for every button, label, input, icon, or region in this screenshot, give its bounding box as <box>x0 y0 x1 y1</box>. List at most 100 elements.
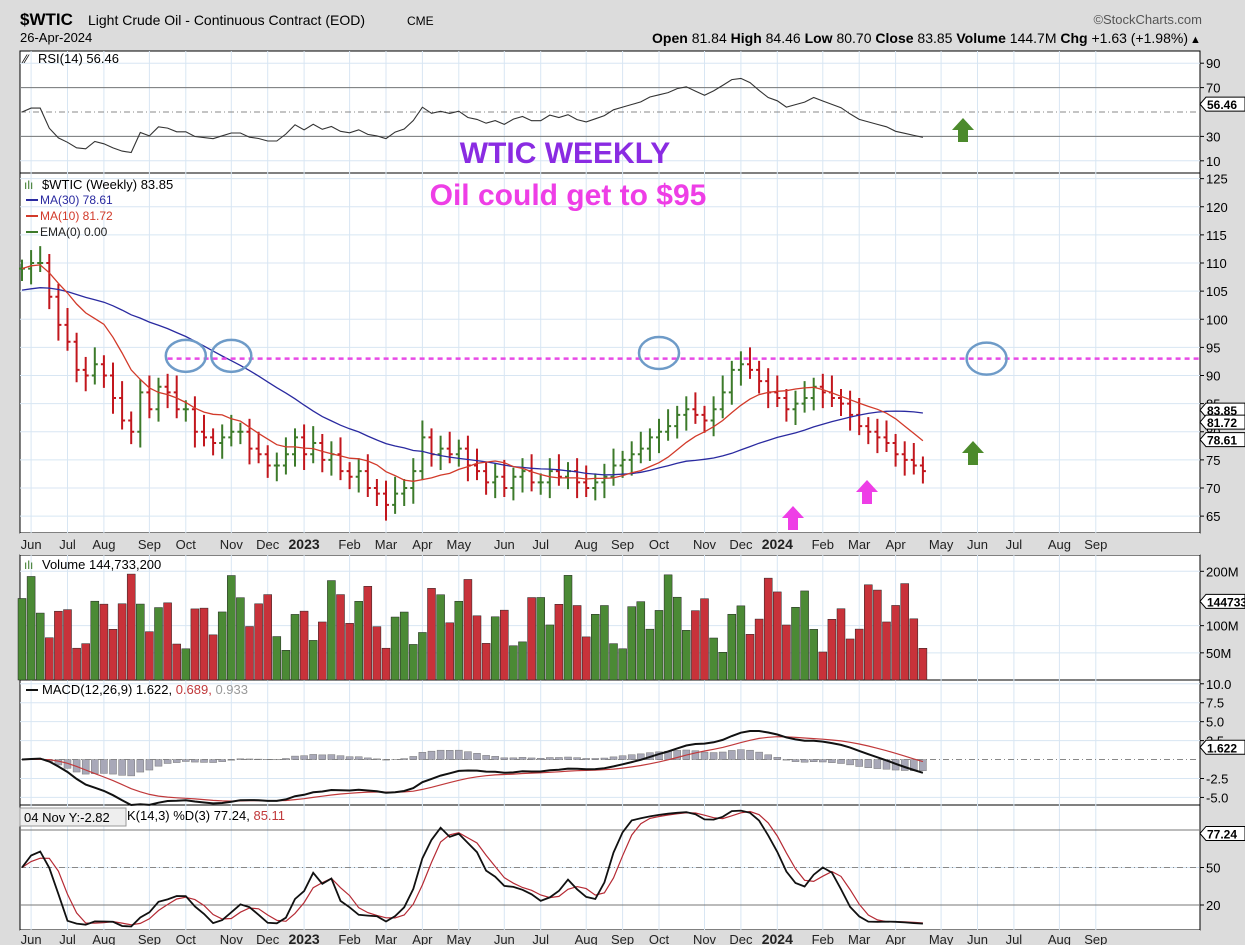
date-axis-label: Jul <box>532 537 549 552</box>
volume-bar <box>563 575 573 681</box>
volume-bar <box>290 614 300 681</box>
ema-legend: EMA(0) 0.00 <box>40 225 108 239</box>
volume-bar <box>245 626 254 681</box>
green-up-arrow-icon <box>952 118 974 142</box>
price-axis-tick-label: 95 <box>1206 340 1220 355</box>
symbol-label: $WTIC <box>20 10 73 29</box>
macd-histogram-bar <box>418 752 427 760</box>
macd-histogram-bar <box>309 754 317 760</box>
date-axis-label: Aug <box>575 932 598 945</box>
macd-histogram-bar <box>491 756 499 760</box>
date-axis-label: Feb <box>338 932 360 945</box>
volume-bar <box>691 610 700 681</box>
macd-histogram-bar <box>445 750 454 760</box>
date-axis-label: Dec <box>256 932 280 945</box>
macd-current-label-box <box>1199 739 1245 755</box>
ma30-line <box>21 287 923 476</box>
macd-histogram-bar <box>227 759 236 761</box>
date-axis-label: Feb <box>812 932 834 945</box>
volume-bar <box>554 604 564 681</box>
macd-histogram-bar <box>336 755 345 760</box>
date-axis-label: Sep <box>611 932 634 945</box>
date-axis-label: May <box>929 932 954 945</box>
volume-current-label: 144733200 <box>1207 595 1245 609</box>
date-axis-label: Jun <box>967 537 988 552</box>
volume-bar <box>63 609 72 681</box>
date-axis-label: Sep <box>1084 537 1107 552</box>
rsi-axis-tick-label: 70 <box>1206 81 1220 96</box>
volume-legend-icon: ılı <box>24 558 33 572</box>
date-axis-label: Jul <box>59 537 76 552</box>
macd-histogram-bar <box>691 750 700 760</box>
macd-histogram-bar <box>900 759 909 771</box>
date-axis-label: Sep <box>138 537 161 552</box>
instrument-name: Light Crude Oil - Continuous Contract (E… <box>88 12 365 28</box>
volume-bar <box>217 611 227 681</box>
macd-histogram-bar <box>855 759 863 767</box>
volume-bar <box>536 597 545 681</box>
up-triangle-icon: ▲ <box>1190 34 1201 46</box>
chart-header: $WTIC Light Crude Oil - Continuous Contr… <box>20 10 1202 46</box>
volume-bar <box>809 629 818 681</box>
macd-histogram-bar <box>509 757 518 760</box>
macd-histogram-bar <box>473 753 481 760</box>
date-axis-label: May <box>447 537 472 552</box>
volume-bar <box>763 577 773 681</box>
macd-axis-tick-label: 10.0 <box>1206 677 1231 692</box>
date-axis-label: Jun <box>967 932 988 945</box>
date-axis-label: Jul <box>532 932 549 945</box>
macd-histogram-bar <box>400 758 408 760</box>
macd-histogram-bar <box>282 758 290 760</box>
price-axis-tick-label: 115 <box>1206 228 1227 243</box>
macd-histogram-bar <box>609 756 618 760</box>
macd-histogram-bar <box>136 759 145 773</box>
volume-bar <box>445 622 454 681</box>
volume-bar <box>54 610 63 681</box>
volume-bar <box>581 636 591 681</box>
volume-bar <box>663 574 673 681</box>
volume-bar <box>600 605 609 681</box>
date-axis-label: Aug <box>575 537 598 552</box>
macd-histogram-bar <box>627 754 636 760</box>
rsi-current-label-box <box>1199 96 1245 112</box>
date-axis-label: Jul <box>59 932 76 945</box>
date-axis-label: Jun <box>21 932 42 945</box>
date-axis-label: 2024 <box>762 931 793 945</box>
volume-bar <box>208 634 218 681</box>
macd-histogram-bar <box>518 757 527 760</box>
volume-bar <box>609 643 618 681</box>
price-current-label-box <box>1199 414 1245 430</box>
date-axis-strip <box>20 533 1200 555</box>
volume-bar <box>381 647 391 681</box>
date-axis-label: Jun <box>494 537 515 552</box>
macd-histogram-bar <box>318 754 327 760</box>
macd-histogram-bar <box>300 755 308 760</box>
date-axis-label: Nov <box>693 932 717 945</box>
volume-bar <box>154 607 163 681</box>
macd-histogram-bar <box>81 759 90 775</box>
volume-bar <box>891 605 900 681</box>
date-axis-label: Apr <box>885 932 906 945</box>
ma10-legend: MA(10) 81.72 <box>40 209 113 223</box>
volume-bar <box>718 652 727 681</box>
macd-histogram-bar <box>500 757 509 760</box>
macd-histogram-bar <box>673 750 681 760</box>
volume-bar <box>117 603 127 681</box>
volume-bar <box>108 629 118 681</box>
macd-histogram-bar <box>427 750 436 760</box>
macd-histogram-bar <box>127 759 135 777</box>
volume-bar <box>773 591 782 681</box>
volume-bar <box>327 580 336 681</box>
macd-histogram-bar <box>482 755 490 760</box>
volume-bar <box>345 623 354 681</box>
sto-axis-tick-label: 20 <box>1206 898 1220 913</box>
date-axis-label: May <box>447 932 472 945</box>
sto-d-line <box>21 810 923 926</box>
date-axis-label: Jul <box>1006 537 1023 552</box>
macd-histogram-bar <box>455 749 463 760</box>
macd-axis-tick-label: 5.0 <box>1206 715 1224 730</box>
date-axis-label: Aug <box>92 932 115 945</box>
volume-bar <box>418 632 427 681</box>
macd-histogram-bar <box>709 752 718 760</box>
macd-histogram-bar <box>172 759 181 763</box>
